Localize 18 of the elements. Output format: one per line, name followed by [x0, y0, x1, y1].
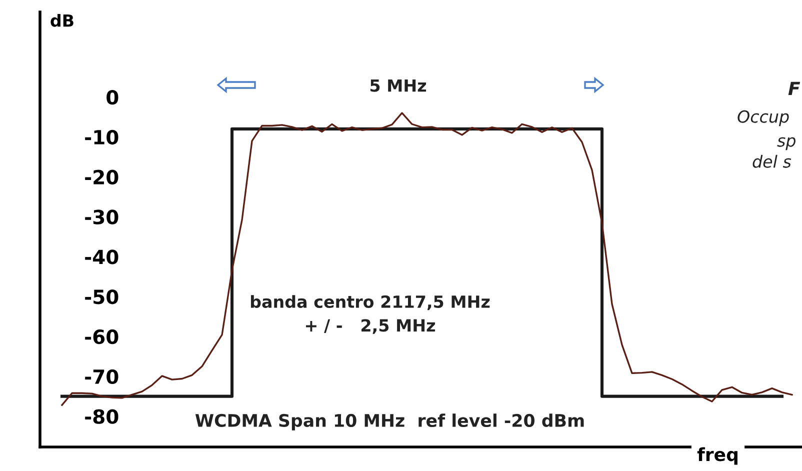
annotation: Occup	[738, 110, 789, 126]
y-tick-label: -50	[85, 290, 118, 304]
y-tick-label: 0	[106, 90, 118, 105]
annotation: F	[788, 82, 800, 95]
y-axis-title: dB	[50, 14, 74, 27]
y-tick-label: -40	[85, 250, 118, 264]
annotation: del s	[752, 154, 792, 168]
y-tick-label: -70	[85, 369, 118, 384]
annotation: WCDMA Span 10 MHz ref level -20 dBm	[195, 414, 584, 430]
x-axis-title: freq	[697, 447, 738, 465]
y-tick-label: -20	[85, 170, 118, 184]
annotation: sp	[777, 137, 796, 150]
y-tick-label: -80	[85, 409, 118, 424]
y-tick-label: -30	[85, 210, 118, 224]
annotation: banda centro 2117,5 MHz + / - 2,5 MHz	[250, 295, 490, 334]
y-tick-label: -10	[85, 130, 118, 145]
annotation: 5 MHz	[370, 79, 426, 92]
y-tick-label: -60	[85, 329, 118, 344]
